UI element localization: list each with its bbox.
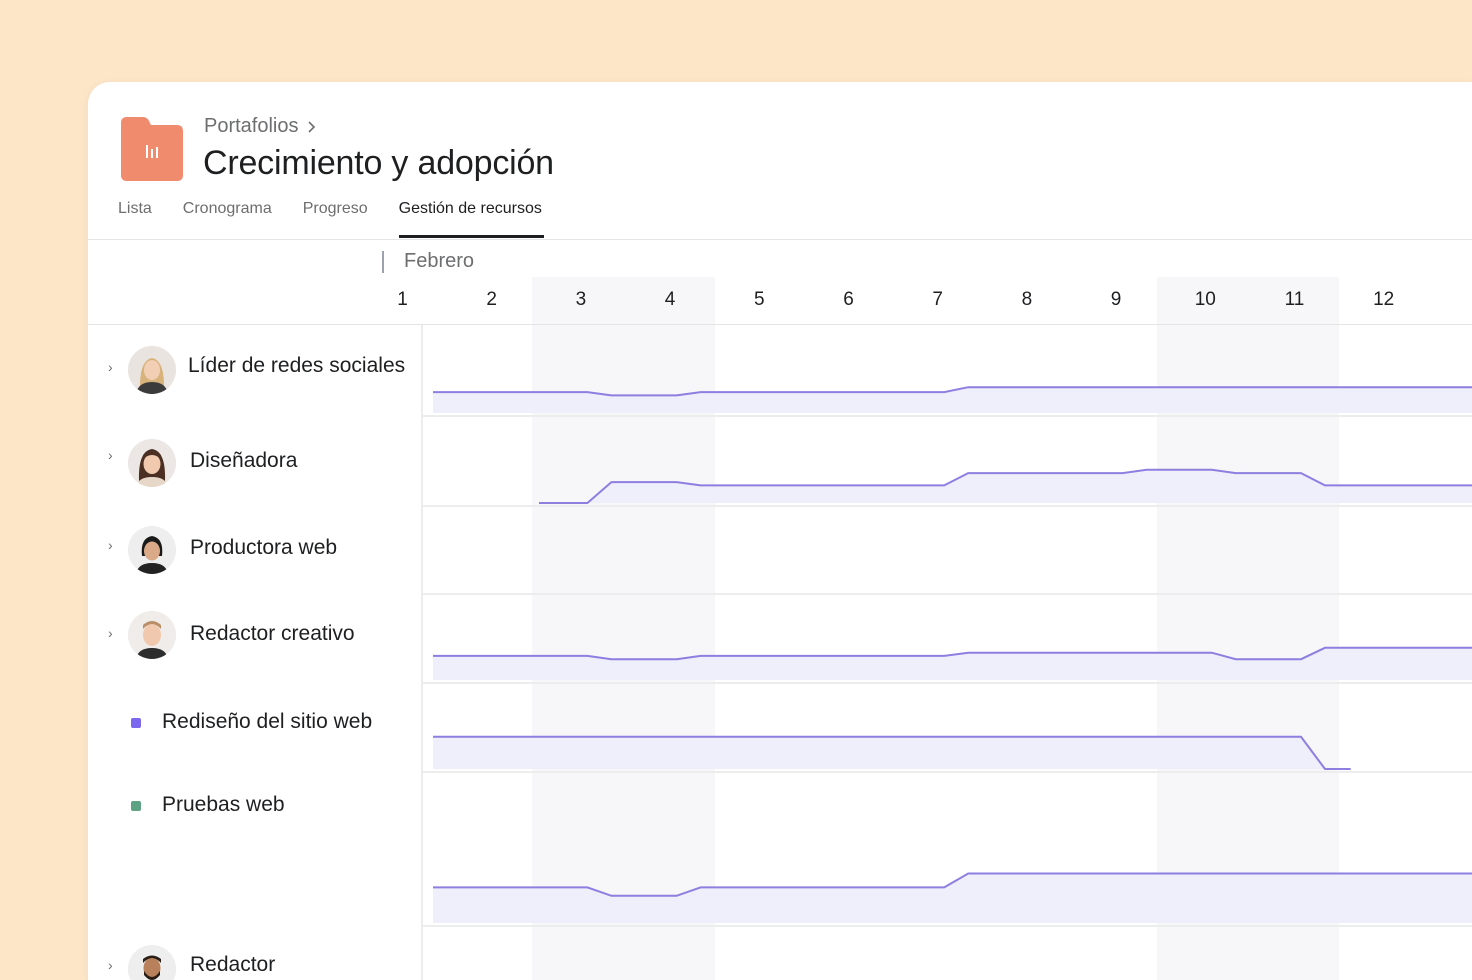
day-11: 11 bbox=[1284, 289, 1305, 310]
row-label: Pruebas web bbox=[162, 793, 285, 816]
tab-progress[interactable]: Progreso bbox=[302, 200, 368, 217]
workload-chart[interactable] bbox=[423, 593, 1472, 682]
row-label: Productora web bbox=[190, 536, 338, 559]
row-header: › Líder de redes sociales bbox=[88, 325, 423, 415]
day-7: 7 bbox=[932, 289, 943, 310]
workload-line bbox=[433, 386, 1472, 397]
breadcrumb[interactable]: Portafolios bbox=[204, 115, 317, 138]
day-header: 1 2 3 4 5 6 7 8 9 10 11 12 bbox=[374, 277, 1472, 325]
chevron-expand-icon[interactable]: › bbox=[108, 447, 113, 463]
month-name: Febrero bbox=[404, 250, 475, 272]
tab-list[interactable]: Lista bbox=[118, 200, 152, 217]
portfolio-panel: Portafolios Crecimiento y adopción Lista… bbox=[88, 82, 1472, 980]
row-creative-copywriter[interactable]: › Redactor creativo bbox=[88, 593, 1472, 684]
day-12: 12 bbox=[1373, 289, 1395, 310]
today-marker bbox=[382, 250, 384, 273]
row-web-testing[interactable]: Pruebas web bbox=[88, 771, 1472, 927]
day-1: 1 bbox=[397, 289, 408, 310]
tab-timeline[interactable]: Cronograma bbox=[182, 200, 272, 217]
chevron-expand-icon[interactable]: › bbox=[108, 359, 113, 375]
row-social-media-lead[interactable]: › Líder de redes sociales bbox=[88, 325, 1472, 417]
breadcrumb-portfolios-link[interactable]: Portafolios bbox=[204, 115, 299, 137]
workload-chart[interactable] bbox=[423, 415, 1472, 505]
workload-area bbox=[539, 469, 1472, 503]
portfolio-folder-icon[interactable] bbox=[117, 115, 185, 181]
day-10: 10 bbox=[1194, 289, 1216, 310]
workload-area bbox=[433, 873, 1472, 923]
avatar bbox=[128, 945, 176, 980]
row-header: › Redactor bbox=[88, 925, 423, 980]
row-header: › Redactor creativo bbox=[88, 593, 423, 682]
day-3: 3 bbox=[575, 289, 587, 310]
chevron-right-icon bbox=[307, 120, 315, 133]
header-divider bbox=[88, 239, 1472, 240]
workload-area bbox=[433, 736, 1351, 769]
avatar bbox=[128, 611, 176, 659]
view-tabs: Lista Cronograma Progreso Gestión de rec… bbox=[118, 200, 573, 238]
workload-line bbox=[433, 735, 1351, 770]
day-8: 8 bbox=[1021, 289, 1033, 310]
day-6: 6 bbox=[843, 289, 854, 310]
workload-line bbox=[433, 646, 1472, 661]
workload-chart[interactable] bbox=[423, 682, 1472, 771]
row-website-redesign[interactable]: Rediseño del sitio web bbox=[88, 682, 1472, 773]
chevron-expand-icon[interactable]: › bbox=[108, 625, 113, 641]
row-header: Rediseño del sitio web bbox=[88, 682, 423, 771]
avatar bbox=[128, 439, 176, 487]
workload-line bbox=[433, 872, 1472, 897]
row-label: Redactor creativo bbox=[190, 622, 355, 645]
page-title: Crecimiento y adopción bbox=[203, 144, 554, 182]
workload-chart[interactable] bbox=[423, 771, 1472, 925]
row-web-producer[interactable]: › Productora web bbox=[88, 505, 1472, 595]
day-9: 9 bbox=[1110, 289, 1122, 310]
row-header: › Diseñadora bbox=[88, 415, 423, 505]
row-label: Rediseño del sitio web bbox=[162, 710, 373, 733]
workload-chart[interactable] bbox=[423, 325, 1472, 415]
avatar bbox=[128, 526, 176, 574]
day-2: 2 bbox=[486, 289, 497, 310]
chevron-expand-icon[interactable]: › bbox=[108, 537, 113, 553]
row-copywriter[interactable]: › Redactor bbox=[88, 925, 1472, 980]
day-header-divider bbox=[88, 324, 1472, 325]
project-color-icon bbox=[131, 801, 141, 811]
row-header: Pruebas web bbox=[88, 771, 423, 925]
row-label: Diseñadora bbox=[190, 449, 298, 472]
project-color-icon bbox=[131, 718, 141, 728]
workload-line bbox=[539, 468, 1472, 504]
day-5: 5 bbox=[754, 289, 765, 310]
tab-resource-management[interactable]: Gestión de recursos bbox=[398, 200, 545, 238]
row-label: Redactor bbox=[190, 953, 276, 976]
row-label: Líder de redes sociales bbox=[188, 354, 406, 377]
day-4: 4 bbox=[664, 289, 676, 310]
chevron-expand-icon[interactable]: › bbox=[108, 957, 113, 973]
workload-area bbox=[433, 647, 1472, 680]
month-label: Febrero bbox=[382, 250, 474, 273]
avatar bbox=[128, 346, 176, 394]
row-designer[interactable]: › Diseñadora bbox=[88, 415, 1472, 507]
row-header: › Productora web bbox=[88, 505, 423, 593]
